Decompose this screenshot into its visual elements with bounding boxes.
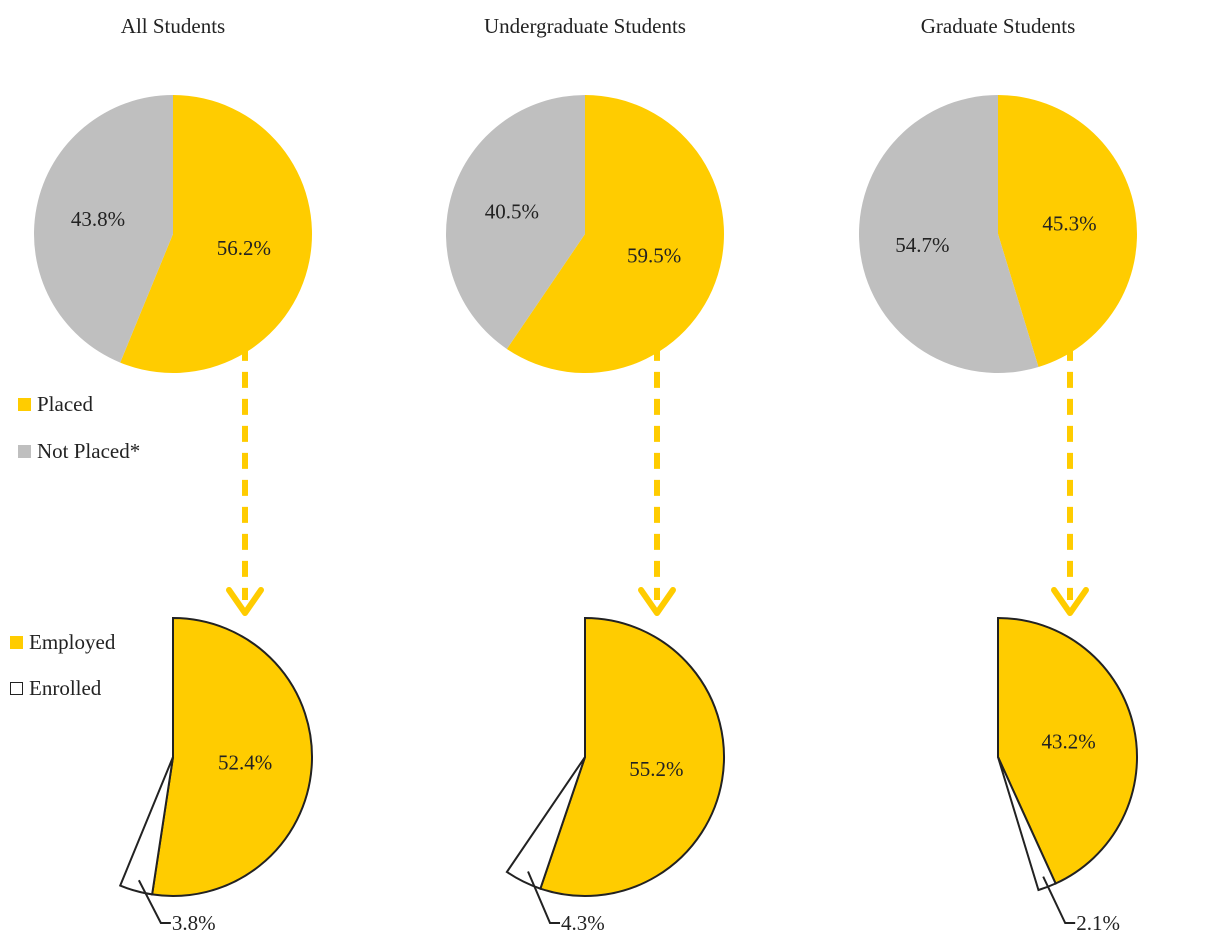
data-label-enrolled-undergraduate-students: 4.3% <box>561 911 605 935</box>
data-label-placed-all-students: 56.2% <box>217 236 271 260</box>
slice-placed-all-students <box>120 95 312 373</box>
chart-title-undergraduate-students: Undergraduate Students <box>484 14 686 38</box>
slice-employed-undergraduate-students <box>539 616 725 897</box>
slice-enrolled-undergraduate-students <box>505 756 586 890</box>
data-label-not-placed-all-students: 43.8% <box>71 207 125 231</box>
data-label-not-placed-graduate-students: 54.7% <box>895 233 949 257</box>
data-label-employed-all-students: 52.4% <box>218 750 272 774</box>
slice-enrolled-all-students <box>118 756 174 896</box>
slice-employed-graduate-students <box>997 616 1138 885</box>
legend-label-employed: Employed <box>29 630 116 654</box>
slice-employed-all-students <box>150 616 313 897</box>
legend-swatch-employed <box>10 636 23 649</box>
legend-swatch-not-placed <box>18 445 31 458</box>
arrow-head-all-students <box>226 587 264 616</box>
data-label-enrolled-graduate-students: 2.1% <box>1076 911 1120 935</box>
legend-label-not-placed: Not Placed* <box>37 439 141 463</box>
slice-not-placed-all-students <box>33 95 173 363</box>
legend-label-enrolled: Enrolled <box>29 676 102 700</box>
slice-placed-undergraduate-students <box>506 95 725 373</box>
legend-label-placed: Placed <box>37 392 93 416</box>
data-label-employed-graduate-students: 43.2% <box>1042 730 1096 754</box>
legend-placed: Placed <box>18 392 93 417</box>
data-label-placed-graduate-students: 45.3% <box>1042 211 1096 235</box>
legend-swatch-enrolled <box>10 682 23 695</box>
arrow-head-graduate-students <box>1051 587 1089 616</box>
data-label-employed-undergraduate-students: 55.2% <box>629 757 683 781</box>
data-label-enrolled-all-students: 3.8% <box>172 911 216 935</box>
slice-placed-graduate-students <box>998 95 1137 367</box>
legend-employed: Employed <box>10 630 115 655</box>
slice-not-placed-graduate-students <box>858 95 1039 374</box>
slice-not-placed-undergraduate-students <box>446 95 585 349</box>
chart-title-all-students: All Students <box>121 14 225 38</box>
legend-swatch-placed <box>18 398 31 411</box>
chart-title-graduate-students: Graduate Students <box>921 14 1076 38</box>
leader-line-enrolled-all-students <box>137 879 171 924</box>
legend-enrolled: Enrolled <box>10 676 101 701</box>
leader-line-enrolled-undergraduate-students <box>527 871 561 924</box>
arrow-head-undergraduate-students <box>638 587 676 616</box>
data-label-placed-undergraduate-students: 59.5% <box>627 243 681 267</box>
leader-line-enrolled-graduate-students <box>1042 876 1076 924</box>
legend-not-placed: Not Placed* <box>18 439 140 464</box>
data-label-not-placed-undergraduate-students: 40.5% <box>485 200 539 224</box>
